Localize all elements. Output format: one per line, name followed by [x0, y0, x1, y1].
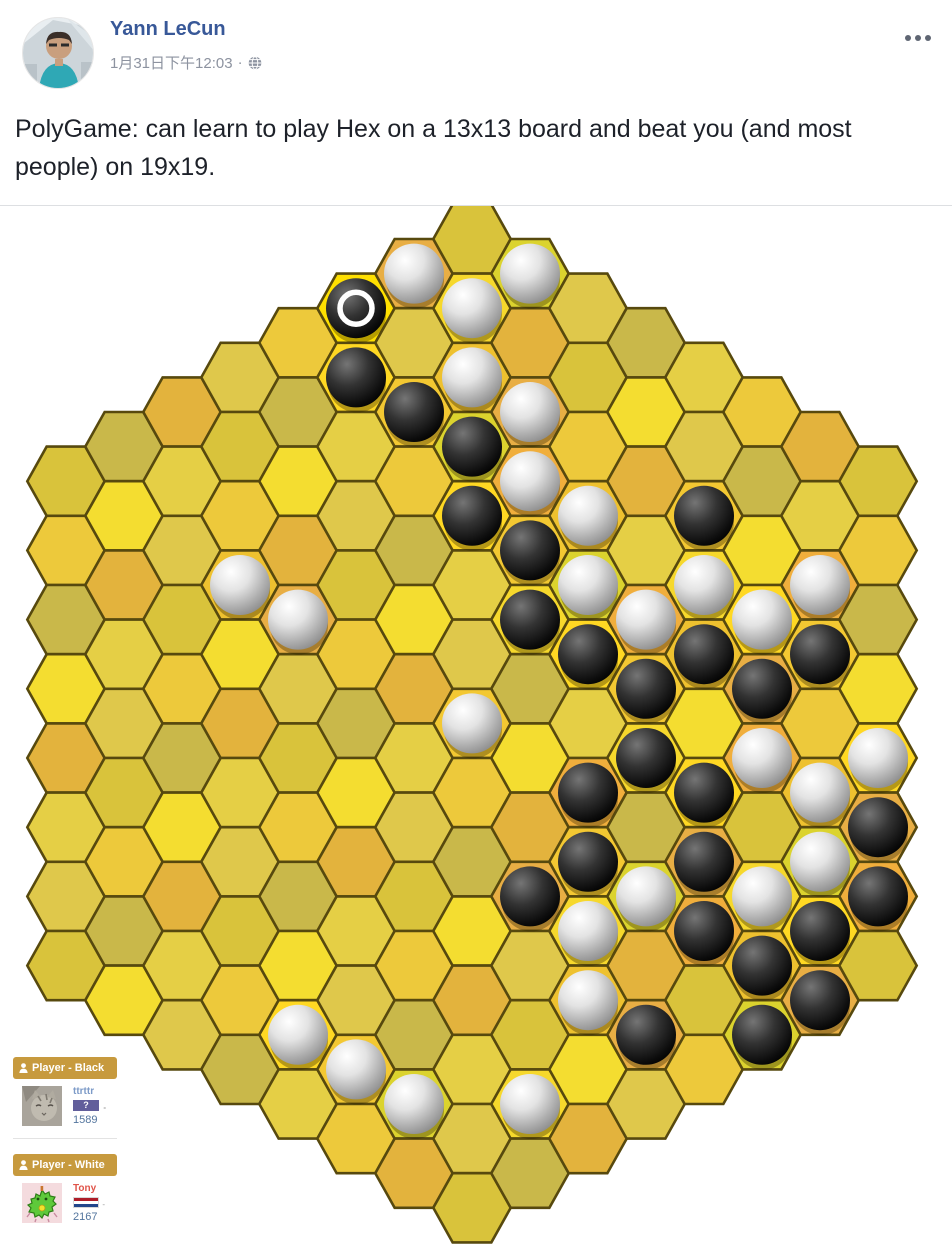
player-black-badge: ? -: [73, 1100, 106, 1112]
privacy-globe-icon: [248, 55, 262, 70]
player-black-header-label: Player - Black: [32, 1062, 105, 1074]
player-white-header: Player - White: [13, 1154, 117, 1176]
badge-mark: -: [103, 1103, 106, 1112]
player-black-name[interactable]: ttrttr: [73, 1086, 95, 1097]
person-icon: [19, 1160, 28, 1170]
meta-separator: ·: [237, 54, 243, 71]
player-black-avatar[interactable]: [22, 1086, 62, 1126]
author-avatar-photo: [23, 18, 93, 88]
player-white-row: Tony - 2167: [13, 1183, 117, 1223]
person-icon: [19, 1063, 28, 1073]
player-white-name[interactable]: Tony: [73, 1183, 97, 1194]
post-image[interactable]: Player - Black ttrttr: [0, 205, 952, 1246]
post-timestamp[interactable]: 1月31日下午12:03: [110, 55, 233, 72]
stones-layer: [210, 243, 908, 1139]
panel-separator: [13, 1138, 117, 1139]
creature-picture: [22, 1183, 62, 1223]
flag-mark: -: [102, 1200, 105, 1209]
cat-photo: [22, 1086, 62, 1126]
hex-board: [25, 206, 919, 1244]
netherlands-flag-icon: -: [73, 1197, 105, 1209]
author-avatar[interactable]: [22, 17, 94, 89]
player-white-avatar[interactable]: [22, 1183, 62, 1223]
post-text: PolyGame: can learn to play Hex on a 13x…: [15, 115, 852, 181]
author-name[interactable]: Yann LeCun: [110, 18, 226, 40]
post-header: Yann LeCun 1月31日下午12:03 ·: [0, 0, 952, 105]
player-white-header-label: Player - White: [32, 1159, 105, 1171]
player-black-rating: 1589: [73, 1114, 98, 1126]
more-options-icon[interactable]: [898, 26, 938, 50]
player-black-panel: Player - Black ttrttr: [13, 1057, 117, 1139]
player-black-row: ttrttr ? - 1589: [13, 1086, 117, 1126]
player-white-rating: 2167: [73, 1211, 98, 1223]
post-meta: 1月31日下午12:03 ·: [110, 52, 262, 73]
player-white-panel: Player - White Tony -: [13, 1154, 117, 1223]
player-black-header: Player - Black: [13, 1057, 117, 1079]
